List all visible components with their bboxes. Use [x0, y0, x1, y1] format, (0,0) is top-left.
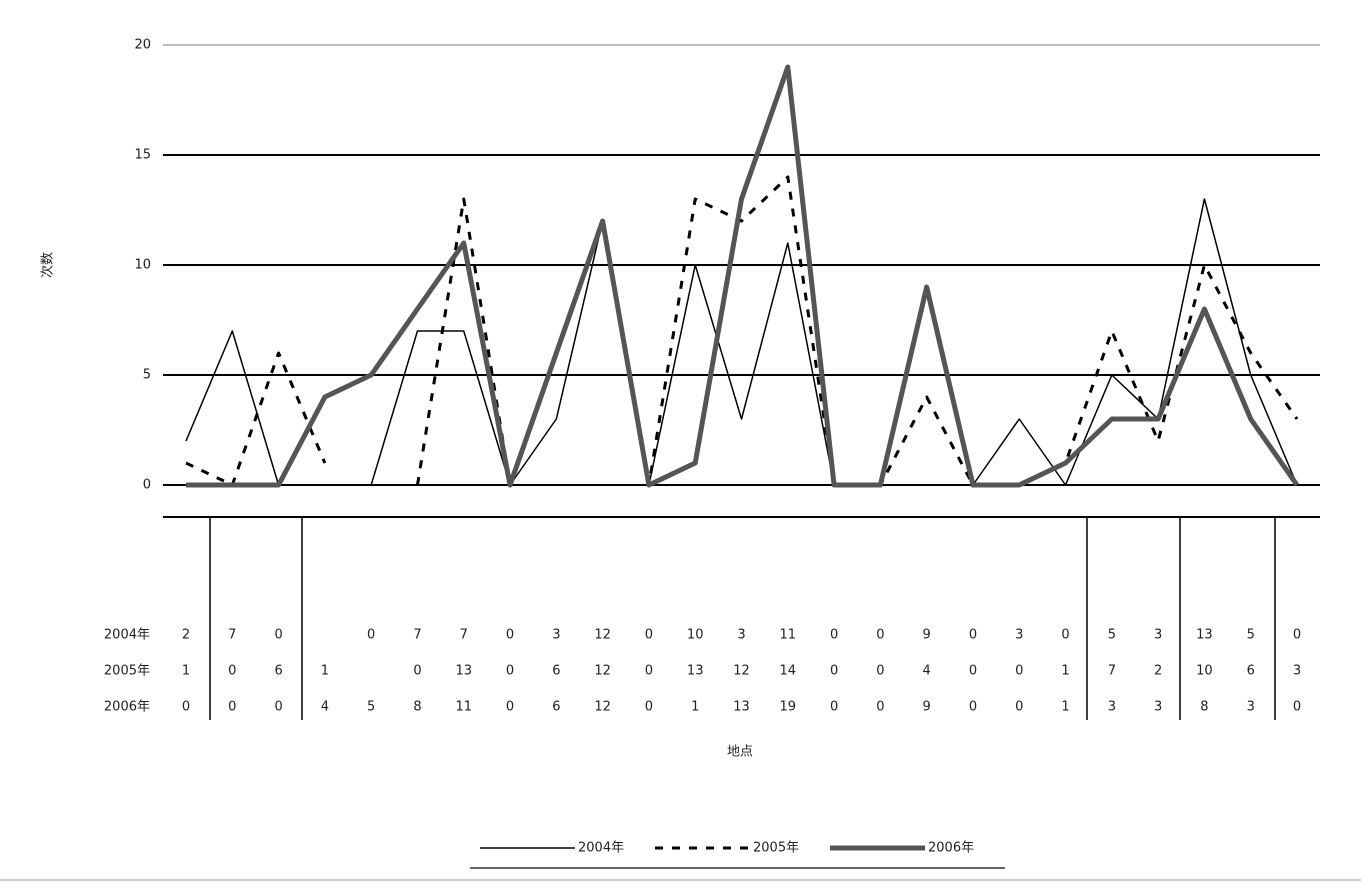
table-cell: 0 [228, 664, 236, 679]
y-tick-label: 5 [143, 368, 151, 383]
y-tick-label: 10 [134, 258, 151, 273]
table-cell: 0 [645, 628, 653, 643]
table-cell: 13 [733, 700, 750, 715]
series-line [186, 64, 1300, 488]
table-cell: 0 [1015, 700, 1023, 715]
table-cell: 0 [274, 628, 282, 643]
table-cell: 12 [594, 664, 611, 679]
table-cell: 0 [367, 628, 375, 643]
table-cell: 1 [1061, 664, 1069, 679]
table-cell: 0 [645, 700, 653, 715]
table-row-label: 2005年 [104, 664, 150, 679]
table-cell: 0 [830, 628, 838, 643]
y-tick-label: 0 [143, 478, 151, 493]
table-cell: 6 [552, 664, 560, 679]
table-cell: 11 [455, 700, 472, 715]
table-cell: 0 [182, 700, 190, 715]
table-cell: 6 [274, 664, 282, 679]
table-cell: 6 [552, 700, 560, 715]
table-cell: 2 [1154, 664, 1162, 679]
table-cell: 12 [594, 628, 611, 643]
y-tick-label: 15 [134, 148, 151, 163]
table-cell: 0 [876, 664, 884, 679]
table-cell: 0 [1293, 628, 1301, 643]
table-cell: 13 [1196, 628, 1213, 643]
table-cell: 3 [1293, 664, 1301, 679]
table-cell: 8 [413, 700, 421, 715]
table-cell: 3 [1154, 628, 1162, 643]
table-cell: 0 [506, 628, 514, 643]
table-cell: 0 [1293, 700, 1301, 715]
table-cell: 1 [691, 700, 699, 715]
table-cell: 0 [969, 628, 977, 643]
table-cell: 13 [455, 664, 472, 679]
table-cell: 5 [367, 700, 375, 715]
table-cell: 0 [645, 664, 653, 679]
table-cell: 0 [830, 664, 838, 679]
table-row-label: 2004年 [104, 628, 150, 643]
table-row-label: 2006年 [104, 700, 150, 715]
table-cell: 0 [1015, 664, 1023, 679]
table-cell: 7 [228, 628, 236, 643]
table-cell: 0 [274, 700, 282, 715]
series-line [185, 198, 1298, 486]
y-tick-label: 20 [134, 38, 151, 53]
table-cell: 4 [321, 700, 329, 715]
table-cell: 3 [1015, 628, 1023, 643]
table-cell: 9 [923, 628, 931, 643]
table-cell: 0 [1061, 628, 1069, 643]
table-cell: 0 [969, 664, 977, 679]
table-cell: 3 [1247, 700, 1255, 715]
table-cell: 0 [876, 700, 884, 715]
table-cell: 5 [1247, 628, 1255, 643]
table-cell: 3 [1108, 700, 1116, 715]
table-cell: 0 [413, 664, 421, 679]
table-cell: 6 [1247, 664, 1255, 679]
legend-label: 2004年 [578, 841, 624, 856]
table-cell: 10 [687, 628, 704, 643]
table-cell: 1 [182, 664, 190, 679]
table-cell: 3 [737, 628, 745, 643]
table-cell: 0 [969, 700, 977, 715]
table-cell: 3 [1154, 700, 1162, 715]
legend-label: 2005年 [753, 841, 799, 856]
table-cell: 19 [780, 700, 797, 715]
x-axis-label: 地点 [727, 745, 753, 760]
table-cell: 0 [506, 700, 514, 715]
table-cell: 7 [413, 628, 421, 643]
table-cell: 1 [1061, 700, 1069, 715]
table-cell: 0 [228, 700, 236, 715]
table-cell: 9 [923, 700, 931, 715]
table-cell: 7 [1108, 664, 1116, 679]
table-cell: 7 [460, 628, 468, 643]
legend-label: 2006年 [928, 841, 974, 856]
table-cell: 8 [1200, 700, 1208, 715]
table-cell: 13 [687, 664, 704, 679]
series-line [185, 175, 1299, 487]
table-cell: 5 [1108, 628, 1116, 643]
table-cell: 2 [182, 628, 190, 643]
table-cell: 0 [830, 700, 838, 715]
y-axis-label: 次数 [40, 252, 56, 278]
table-cell: 10 [1196, 664, 1213, 679]
table-cell: 14 [780, 664, 797, 679]
table-cell: 12 [733, 664, 750, 679]
table-cell: 12 [594, 700, 611, 715]
table-cell: 1 [321, 664, 329, 679]
table-cell: 4 [923, 664, 931, 679]
table-cell: 11 [780, 628, 797, 643]
table-cell: 0 [506, 664, 514, 679]
table-cell: 0 [876, 628, 884, 643]
table-cell: 3 [552, 628, 560, 643]
